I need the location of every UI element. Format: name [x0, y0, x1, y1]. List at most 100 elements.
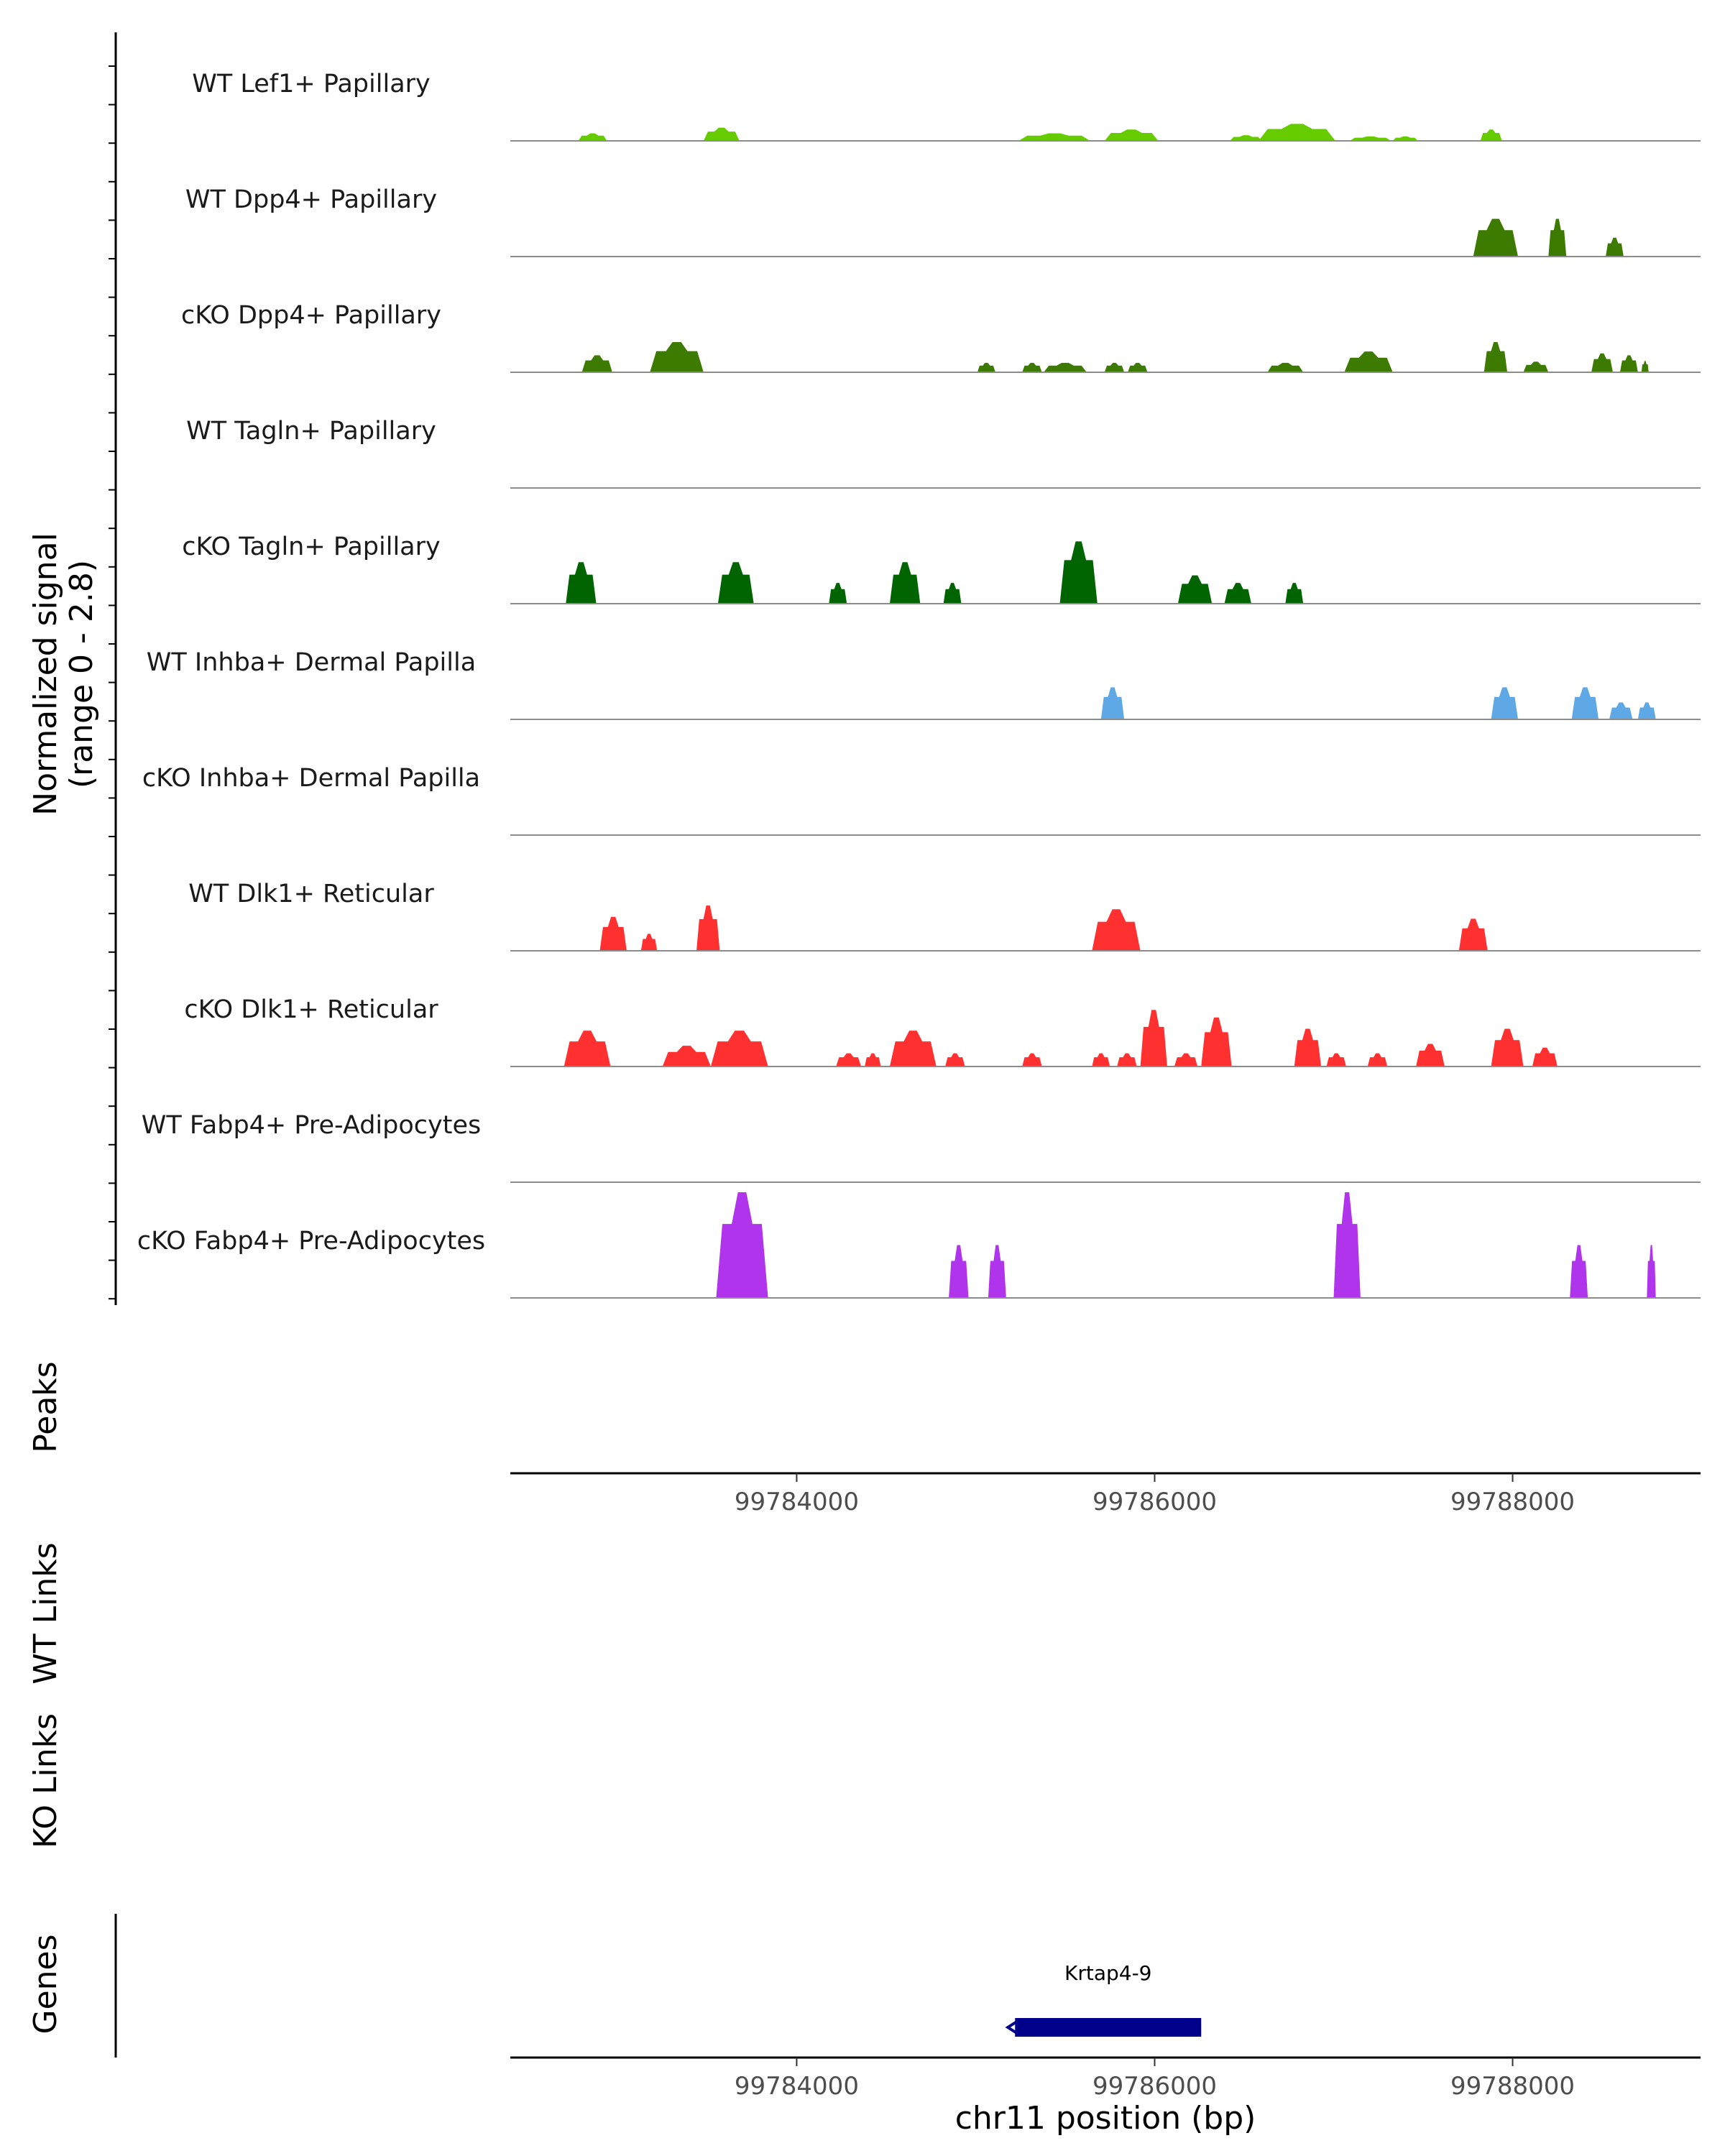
- track-label: WT Fabp4+ Pre-Adipocytes: [142, 1111, 481, 1140]
- coverage-peak: [943, 583, 962, 604]
- track: WT Inhba+ Dermal Papilla: [147, 648, 1701, 720]
- track: cKO Tagln+ Papillary: [182, 533, 1701, 604]
- peaks-x-axis: 99784000 99786000 99788000: [510, 1472, 1701, 1516]
- coverage-peak: [1018, 133, 1090, 141]
- coverage-tracks: WT Lef1+ Papillary WT Dpp4+ Papillary cKO …: [137, 70, 1701, 1299]
- coverage-peak: [1591, 353, 1613, 372]
- signal-axis-range: (range 0 - 2.8): [63, 560, 100, 788]
- coverage-peak: [1570, 1245, 1588, 1298]
- coverage-peak: [1491, 1028, 1524, 1067]
- track-label: WT Tagln+ Papillary: [186, 417, 436, 446]
- coverage-peak: [1326, 1053, 1346, 1067]
- coverage-peak: [581, 355, 612, 372]
- track: cKO Fabp4+ Pre-Adipocytes: [137, 1192, 1701, 1299]
- coverage-peak: [650, 342, 704, 372]
- coverage-peak: [1140, 1010, 1167, 1067]
- track: WT Tagln+ Papillary: [186, 417, 1701, 489]
- coverage-peak: [566, 562, 597, 604]
- coverage-peak: [1104, 362, 1125, 372]
- coverage-peak: [1480, 129, 1502, 141]
- track: cKO Dpp4+ Papillary: [181, 301, 1701, 373]
- coverage-peak: [1294, 1028, 1322, 1067]
- coverage-peak: [1022, 1053, 1042, 1067]
- coverage-peak: [945, 1053, 965, 1067]
- coverage-peak: [977, 362, 995, 372]
- coverage-peak: [829, 583, 847, 604]
- coverage-peak: [1117, 1053, 1137, 1067]
- coverage-peak: [836, 1053, 862, 1067]
- x-tick-label: 99784000: [735, 2072, 859, 2101]
- track-label: cKO Dlk1+ Reticular: [184, 995, 438, 1024]
- coverage-peak: [703, 127, 740, 141]
- coverage-peak: [1022, 362, 1042, 372]
- coverage-peak: [1548, 218, 1567, 257]
- coverage-peak: [1177, 575, 1213, 604]
- coverage-peak: [1458, 918, 1488, 951]
- track: WT Fabp4+ Pre-Adipocytes: [142, 1111, 1701, 1183]
- coverage-peak: [1392, 136, 1418, 141]
- coverage-peak: [1285, 583, 1304, 604]
- coverage-peak: [1092, 1053, 1110, 1067]
- coverage-peak: [1606, 237, 1624, 257]
- coverage-peak: [1619, 355, 1638, 372]
- track: WT Dpp4+ Papillary: [185, 185, 1701, 257]
- coverage-peak: [1201, 1017, 1232, 1067]
- coverage-peak: [1267, 362, 1304, 372]
- x-tick-label: 99786000: [1092, 2072, 1217, 2101]
- coverage-peak: [865, 1053, 881, 1067]
- signal-axis: [109, 32, 117, 1305]
- x-tick-label: 99784000: [735, 1488, 859, 1516]
- track-label: cKO Dpp4+ Papillary: [181, 301, 441, 330]
- coverage-peak: [1571, 687, 1599, 719]
- gene-strand-arrow: [1005, 2019, 1019, 2035]
- coverage-peak: [599, 916, 627, 951]
- coverage-peak: [1174, 1053, 1198, 1067]
- coverage-peak: [1128, 362, 1148, 372]
- coverage-peak: [1092, 909, 1141, 951]
- coverage-peak: [710, 1031, 768, 1067]
- track: WT Lef1+ Papillary: [192, 70, 1701, 142]
- coverage-peak: [1641, 361, 1649, 372]
- wt-links-panel-label: WT Links: [27, 1542, 64, 1684]
- x-tick-label: 99788000: [1450, 2072, 1575, 2101]
- coverage-peak: [1367, 1053, 1388, 1067]
- coverage-peak: [717, 562, 754, 604]
- coverage-peak: [1523, 361, 1549, 372]
- coverage-peak: [1473, 218, 1518, 257]
- coverage-peak: [564, 1031, 611, 1067]
- signal-axis-title: Normalized signal: [27, 533, 64, 816]
- x-axis-title: chr11 position (bp): [955, 2100, 1256, 2137]
- coverage-peak: [1059, 541, 1098, 604]
- x-tick-label: 99786000: [1092, 1488, 1217, 1516]
- track-label: WT Dpp4+ Papillary: [185, 185, 437, 214]
- genes-panel-label: Genes: [27, 1934, 64, 2034]
- coverage-peak: [1100, 687, 1125, 719]
- track-label: WT Dlk1+ Reticular: [188, 880, 434, 908]
- coverage-peak: [578, 133, 607, 141]
- coverage-peak: [1609, 702, 1633, 719]
- gene-body: [1015, 2018, 1202, 2037]
- coverage-peak: [889, 562, 921, 604]
- coverage-peak: [1044, 362, 1087, 372]
- track-label: WT Lef1+ Papillary: [192, 70, 431, 98]
- coverage-peak: [662, 1046, 711, 1067]
- track-label: cKO Fabp4+ Pre-Adipocytes: [137, 1227, 485, 1256]
- coverage-peak: [640, 934, 658, 951]
- coverage-peak: [1104, 129, 1159, 141]
- x-tick-label: 99788000: [1450, 1488, 1575, 1516]
- coverage-peak: [1258, 124, 1335, 141]
- coverage-peak: [1532, 1047, 1558, 1067]
- coverage-peak: [696, 906, 720, 951]
- genes-panel: Krtap4-9: [114, 1914, 1202, 2058]
- coverage-peak: [889, 1031, 937, 1067]
- gene-label: Krtap4-9: [1064, 1961, 1152, 1985]
- ko-links-panel-label: KO Links: [27, 1713, 64, 1848]
- genes-x-axis: 99784000 99786000 99788000: [510, 2056, 1701, 2101]
- track: cKO Inhba+ Dermal Papilla: [142, 764, 1701, 836]
- track-label: WT Inhba+ Dermal Papilla: [147, 648, 476, 677]
- coverage-peak: [949, 1245, 969, 1298]
- coverage-peak: [716, 1192, 768, 1298]
- coverage-peak: [1349, 136, 1392, 141]
- peaks-panel-label: Peaks: [27, 1361, 64, 1452]
